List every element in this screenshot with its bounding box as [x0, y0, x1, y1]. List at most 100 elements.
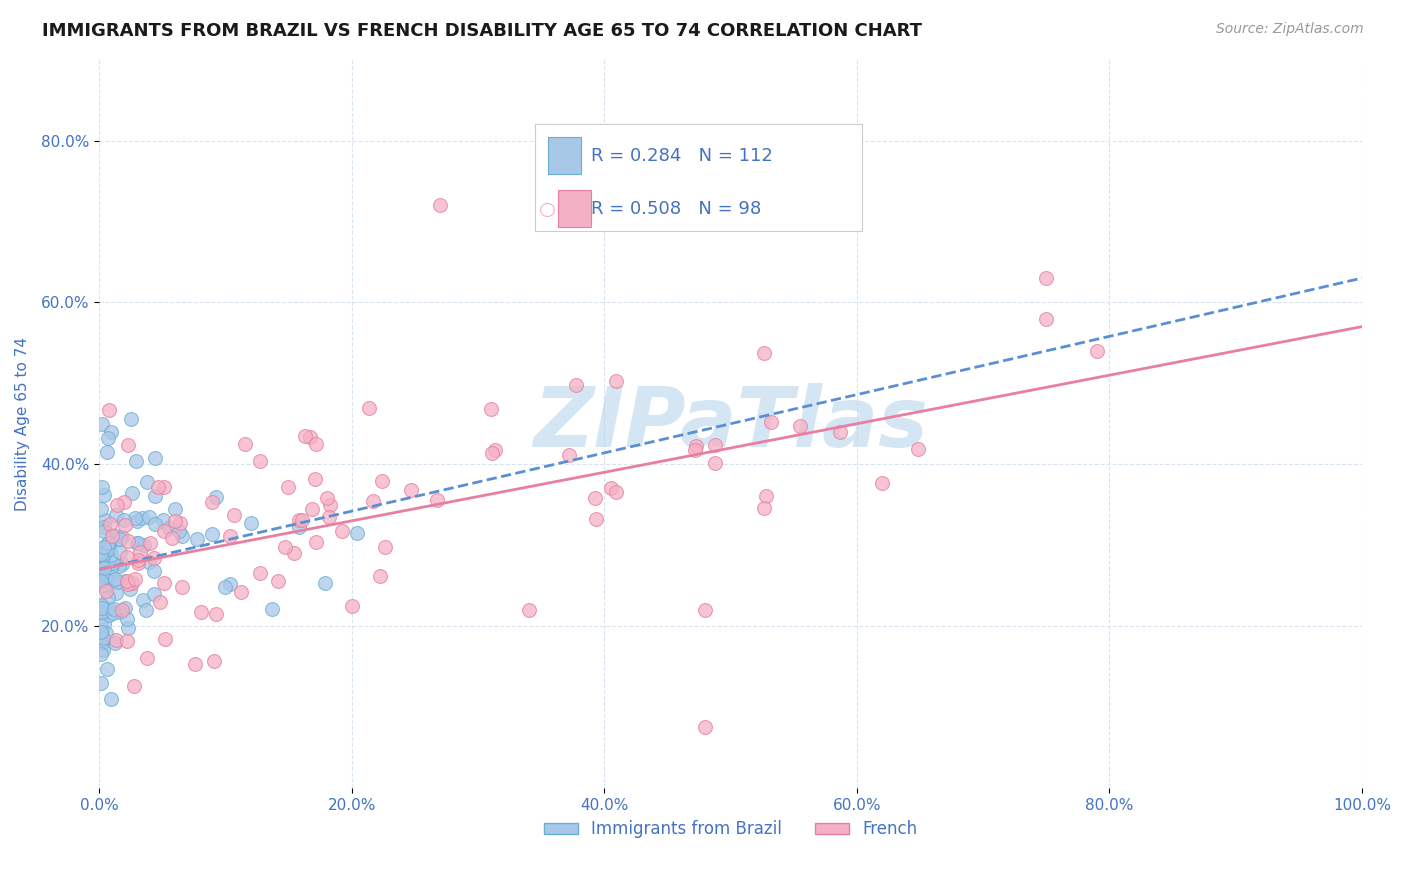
Point: [222, 508, 245, 522]
Point: [319, 498, 342, 512]
Point: [148, 595, 170, 609]
Point: [90, 549, 112, 563]
Point: [90, 624, 112, 639]
Point: [565, 378, 588, 392]
Point: [90, 557, 112, 571]
Point: [214, 580, 236, 594]
Point: [143, 516, 166, 531]
Point: [121, 576, 143, 591]
Point: [93, 560, 115, 574]
Point: [585, 512, 607, 526]
Point: [93, 524, 115, 538]
Point: [754, 500, 776, 515]
Point: [90, 624, 112, 638]
Point: [600, 481, 623, 495]
Point: [830, 425, 852, 439]
Point: [93, 540, 115, 554]
Point: [132, 593, 155, 607]
Point: [101, 529, 124, 543]
Point: [605, 374, 627, 388]
Point: [907, 442, 929, 457]
Point: [342, 599, 364, 614]
Point: [100, 533, 122, 547]
Point: [96, 569, 118, 583]
Point: [558, 448, 581, 462]
Point: [361, 494, 384, 508]
Point: [146, 480, 169, 494]
Point: [94, 626, 117, 640]
Point: [219, 576, 242, 591]
Point: [755, 489, 778, 503]
Point: [260, 602, 283, 616]
Point: [685, 440, 707, 454]
Point: [117, 577, 139, 591]
Point: [100, 691, 122, 706]
Point: [704, 456, 727, 470]
Point: [249, 566, 271, 580]
Point: [115, 634, 138, 648]
Point: [683, 443, 706, 458]
Point: [124, 572, 146, 586]
Point: [111, 602, 134, 616]
Point: [104, 636, 127, 650]
Point: [429, 198, 451, 212]
Point: [703, 438, 725, 452]
Point: [103, 572, 125, 586]
Point: [142, 564, 165, 578]
Point: [101, 556, 124, 570]
Point: [90, 647, 112, 661]
Point: [97, 590, 120, 604]
Point: [754, 346, 776, 360]
Point: [481, 446, 503, 460]
Point: [426, 493, 449, 508]
Point: [97, 431, 120, 445]
Y-axis label: Disability Age 65 to 74: Disability Age 65 to 74: [15, 336, 30, 511]
Point: [695, 720, 717, 734]
Point: [117, 533, 139, 548]
Text: R = 0.284   N = 112: R = 0.284 N = 112: [591, 147, 773, 165]
Point: [97, 602, 120, 616]
Point: [110, 532, 132, 546]
Point: [239, 516, 262, 531]
Point: [357, 401, 380, 415]
Point: [118, 582, 141, 596]
Point: [90, 601, 112, 615]
Point: [870, 475, 893, 490]
Point: [105, 498, 128, 512]
Point: [107, 574, 129, 589]
Point: [167, 524, 190, 538]
Point: [117, 621, 139, 635]
Point: [170, 529, 193, 543]
Point: [112, 513, 135, 527]
Point: [330, 524, 353, 539]
Point: [399, 483, 422, 497]
Point: [107, 559, 129, 574]
Text: IMMIGRANTS FROM BRAZIL VS FRENCH DISABILITY AGE 65 TO 74 CORRELATION CHART: IMMIGRANTS FROM BRAZIL VS FRENCH DISABIL…: [42, 22, 922, 40]
Point: [1035, 271, 1057, 285]
Text: R = 0.508   N = 98: R = 0.508 N = 98: [591, 201, 761, 219]
Point: [120, 412, 142, 426]
Point: [124, 511, 146, 525]
Point: [108, 545, 131, 559]
Point: [186, 532, 208, 546]
Point: [157, 521, 180, 535]
Point: [267, 574, 290, 588]
Point: [305, 437, 328, 451]
Point: [318, 509, 340, 524]
Point: [108, 606, 131, 620]
Point: [98, 517, 121, 532]
Point: [94, 584, 117, 599]
Point: [136, 650, 159, 665]
Point: [91, 574, 114, 588]
Point: [100, 570, 122, 584]
Point: [219, 529, 242, 543]
Point: [127, 557, 149, 571]
Point: [1035, 311, 1057, 326]
Point: [368, 569, 391, 583]
Point: [138, 509, 160, 524]
Point: [170, 580, 193, 594]
Point: [291, 513, 314, 527]
Point: [93, 617, 115, 632]
Point: [94, 513, 117, 527]
Point: [288, 520, 311, 534]
